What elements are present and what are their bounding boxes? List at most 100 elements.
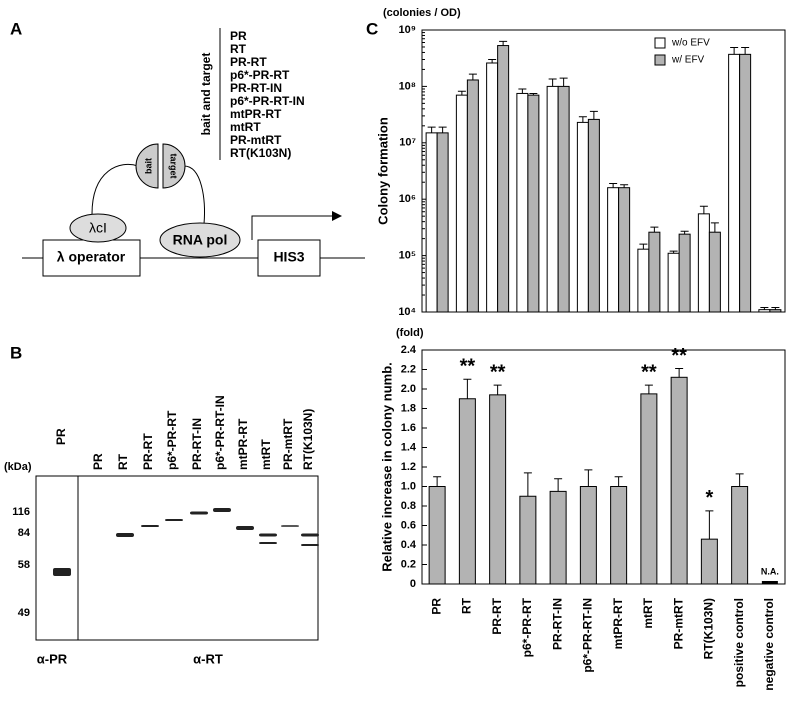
y-tick-label: 0.8 [401, 500, 416, 512]
plot-frame [421, 349, 786, 585]
error-bar [680, 230, 689, 235]
bar [610, 486, 628, 585]
x-tick-label: positive control [732, 598, 746, 687]
error-bar [650, 226, 659, 233]
error-bar [433, 476, 442, 487]
error-bar [669, 250, 678, 254]
error-bar [554, 478, 563, 492]
y-tick-label: 1.2 [401, 461, 416, 473]
bar [489, 394, 507, 585]
panel-label: A [10, 19, 22, 38]
transcription-arrow [251, 215, 332, 240]
band [301, 544, 319, 546]
x-tick-label: mtRT [641, 597, 655, 628]
error-bar [584, 469, 593, 487]
axis-unit: (fold) [396, 327, 424, 339]
bar [607, 187, 620, 313]
legend-label: w/o EFV [671, 38, 710, 49]
lane-label: PR [91, 453, 105, 470]
error-bar [493, 384, 502, 395]
bar [731, 486, 749, 585]
bar [486, 62, 499, 313]
repressor [69, 213, 127, 243]
polymerase-label: RNA pol [173, 232, 228, 248]
construct: PR [230, 29, 247, 43]
y-tick-label: 2.4 [401, 344, 417, 356]
bar [466, 79, 479, 313]
bar [667, 252, 680, 313]
bar [700, 538, 718, 585]
construct: PR-RT-IN [230, 81, 282, 95]
bar [640, 393, 658, 585]
bar [549, 490, 567, 585]
x-tick-label: p6*-PR-RT-IN [581, 598, 595, 673]
band [259, 542, 277, 544]
lane-label: p6*-PR-RT-IN [213, 395, 227, 470]
band [190, 511, 208, 515]
significance: ** [671, 345, 687, 367]
lane-label: p6*-PR-RT [165, 410, 179, 470]
na-bar [761, 581, 778, 584]
bar [458, 398, 476, 585]
error-bar [468, 73, 477, 80]
bait-shape [135, 143, 159, 189]
panel-label: B [10, 343, 22, 362]
target-shape [162, 143, 186, 189]
y-axis-label: Colony formation [375, 117, 390, 225]
x-tick-label: PR-RT-IN [550, 598, 564, 650]
x-tick-label: negative control [762, 598, 776, 691]
x-tick-label: p6*-PR-RT [520, 597, 534, 657]
operator-label: λ operator [57, 249, 126, 265]
error-bar [741, 46, 750, 55]
bar [697, 213, 710, 313]
legend-swatch [654, 37, 666, 49]
na-label: N.A. [761, 566, 779, 576]
y-tick-label: 1.4 [401, 441, 417, 453]
bar [579, 486, 597, 585]
y-tick-label: 10⁴ [398, 306, 416, 318]
error-bar [559, 77, 568, 87]
error-bar [710, 222, 719, 233]
y-tick-label: 0 [410, 578, 416, 590]
band [259, 533, 277, 537]
bar [739, 53, 752, 313]
construct: PR-mtRT [230, 133, 282, 147]
y-tick-label: 1.0 [401, 480, 416, 492]
bait-label: bait [143, 158, 153, 174]
error-bar [578, 116, 587, 123]
bar [576, 121, 589, 313]
error-bar [518, 88, 527, 94]
significance: ** [460, 356, 476, 378]
bar [637, 248, 650, 313]
band [213, 508, 231, 512]
y-tick-label: 0.2 [401, 558, 416, 570]
lane-label: mtRT [259, 439, 273, 470]
error-bar [699, 205, 708, 214]
bar [455, 94, 468, 313]
panel-label: C [366, 19, 378, 38]
bar [557, 85, 570, 313]
y-tick-label: 2.2 [401, 363, 416, 375]
error-bar [614, 476, 623, 487]
y-tick-label: 10⁸ [399, 80, 416, 92]
construct: PR-RT [230, 55, 267, 69]
x-tick-label: RT [460, 597, 474, 614]
construct: RT [230, 42, 247, 56]
x-tick-label: mtPR-RT [611, 597, 625, 649]
error-bar [705, 510, 714, 540]
bar [428, 486, 446, 585]
error-bar [529, 92, 538, 96]
marker-label: 58 [18, 559, 30, 571]
x-tick-label: PR-RT [490, 597, 504, 634]
target-label: target [169, 153, 179, 178]
error-bar [620, 184, 629, 188]
legend-swatch [654, 54, 666, 66]
construct: p6*-PR-RT [230, 68, 290, 82]
y-tick-label: 10⁶ [399, 193, 416, 205]
band [53, 568, 71, 576]
error-bar [457, 90, 466, 96]
bar [587, 118, 600, 313]
unit-label: (kDa) [4, 461, 32, 473]
marker-label: 116 [12, 506, 30, 518]
